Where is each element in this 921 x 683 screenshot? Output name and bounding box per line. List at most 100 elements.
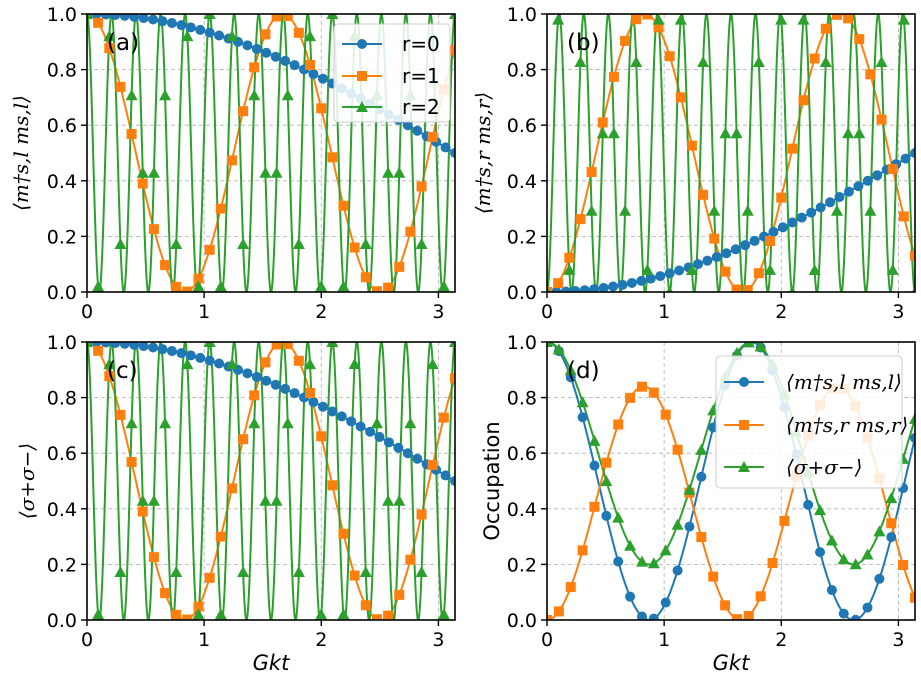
data-point: [842, 127, 855, 139]
data-point: [547, 287, 552, 292]
x-tick-label: 0: [541, 629, 553, 651]
data-point: [338, 200, 349, 211]
data-point: [125, 417, 138, 429]
data-point: [742, 342, 755, 348]
data-point: [305, 59, 316, 70]
data-point: [437, 280, 450, 292]
data-point: [242, 368, 253, 379]
legend-label: r=1: [402, 64, 440, 88]
data-point: [664, 268, 675, 279]
data-point: [225, 30, 238, 42]
data-point: [820, 23, 831, 34]
legend-label: ⟨σ+σ−⟩: [786, 455, 862, 479]
data-point: [645, 273, 656, 284]
data-point: [450, 373, 455, 384]
data-point: [214, 280, 227, 292]
data-point: [862, 175, 873, 186]
y-axis-label: ⟨m†s,r ms,r⟩: [471, 92, 495, 214]
data-point: [838, 608, 849, 619]
data-point: [292, 238, 305, 250]
panel-label: (c): [107, 358, 138, 384]
panel-label: (a): [107, 30, 139, 56]
x-tick-label: 1: [198, 301, 210, 323]
data-point: [897, 14, 910, 25]
y-tick-label: 0.0: [47, 610, 77, 632]
data-point: [355, 421, 366, 432]
data-point: [104, 43, 115, 54]
data-point: [204, 27, 215, 38]
data-point: [675, 92, 686, 103]
data-point: [779, 515, 790, 526]
data-point: [157, 344, 168, 355]
panel-a: 0 1 2 30.00.20.40.60.81.0 (a) ⟨m†s,l ms,l⟩ …: [9, 4, 456, 323]
data-point: [635, 555, 648, 567]
data-point: [641, 263, 654, 275]
data-point: [872, 170, 883, 181]
data-point: [115, 81, 126, 92]
y-tick-label: 0.0: [507, 610, 537, 632]
data-point: [589, 501, 600, 512]
data-point: [281, 417, 294, 429]
data-point: [697, 55, 710, 67]
x-axis-label: Gkt: [713, 651, 750, 675]
data-point: [686, 140, 697, 151]
data-point: [837, 553, 850, 565]
legend-label: ⟨m†s,r ms,r⟩: [786, 413, 908, 437]
data-point: [577, 545, 588, 556]
y-axis-label: ⟨m†s,l ms,l⟩: [9, 95, 33, 211]
data-point: [203, 14, 216, 19]
data-point: [416, 181, 427, 192]
x-tick-label: 1: [658, 301, 670, 323]
data-point: [631, 14, 642, 25]
data-point: [660, 409, 671, 420]
data-point: [349, 242, 360, 253]
data-point: [600, 475, 613, 487]
data-point: [589, 460, 600, 471]
data-point: [371, 286, 382, 292]
data-point: [672, 444, 683, 455]
data-point: [203, 342, 216, 347]
legend-label: r=2: [402, 95, 440, 119]
data-point: [862, 602, 873, 613]
data-point: [671, 518, 684, 530]
data-point: [815, 202, 826, 213]
data-point: [607, 127, 620, 139]
data-point: [563, 263, 576, 275]
data-point: [157, 16, 168, 27]
data-point: [708, 204, 721, 216]
data-point: [789, 286, 796, 292]
data-point: [280, 383, 291, 394]
data-point: [585, 204, 598, 216]
data-point: [383, 610, 394, 620]
y-axis-label: ⟨σ+σ−⟩: [15, 443, 39, 519]
data-point: [850, 614, 861, 620]
data-point: [672, 565, 683, 576]
data-point: [754, 342, 767, 352]
data-point: [182, 614, 193, 620]
data-point: [834, 192, 845, 203]
data-point: [647, 557, 660, 569]
x-tick-label: 3: [432, 301, 444, 323]
data-point: [336, 411, 347, 422]
data-point: [371, 614, 382, 620]
data-point: [382, 166, 395, 178]
data-point: [874, 573, 885, 584]
data-point: [853, 127, 866, 139]
data-point: [316, 431, 327, 442]
legend-marker: [739, 377, 749, 387]
data-point: [427, 460, 438, 471]
data-point: [575, 214, 586, 225]
data-point: [806, 207, 817, 218]
data-point: [412, 453, 423, 464]
panel-c: 0 1 2 3 0.0 0.2 0.4 0.6 0.8 1.0 (c) ⟨σ+σ−⟩ Gkt: [15, 332, 456, 675]
data-point: [589, 284, 600, 292]
data-point: [193, 273, 204, 284]
data-point: [181, 30, 194, 42]
data-point: [608, 71, 619, 82]
data-point: [731, 614, 742, 620]
data-point: [159, 417, 172, 429]
data-point: [238, 106, 249, 117]
data-point: [659, 544, 672, 556]
data-point: [797, 14, 810, 25]
data-point: [674, 14, 687, 25]
